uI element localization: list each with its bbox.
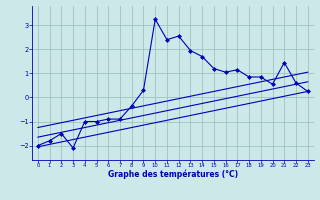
X-axis label: Graphe des températures (°C): Graphe des températures (°C) bbox=[108, 170, 238, 179]
